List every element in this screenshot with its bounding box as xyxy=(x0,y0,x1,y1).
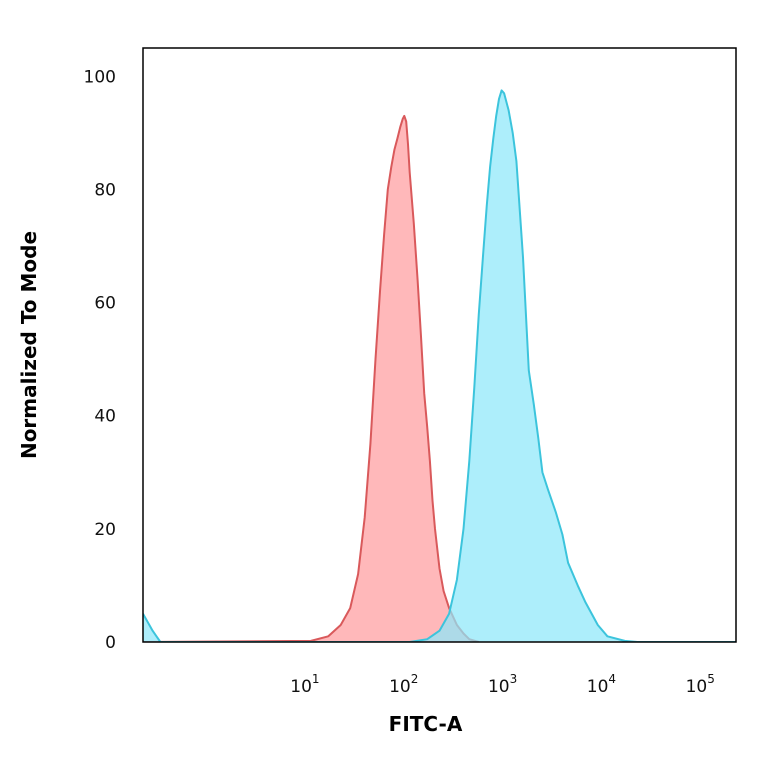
y-tick-label: 60 xyxy=(94,294,116,314)
x-tick-label: 101 xyxy=(290,672,319,697)
x-tick-label: 102 xyxy=(389,672,418,697)
y-tick-label: 40 xyxy=(94,407,116,427)
series-1-area xyxy=(143,115,479,642)
plot-area xyxy=(143,89,736,642)
x-axis-title: FITC-A xyxy=(389,712,463,736)
series-1-line xyxy=(143,114,480,642)
series-2-line xyxy=(143,89,736,642)
y-tick-label: 100 xyxy=(84,67,116,87)
x-tick-label: 104 xyxy=(587,672,616,697)
x-axis: 101 102 103 104 105 xyxy=(290,672,715,697)
series-2-area xyxy=(143,90,736,642)
y-axis-title: Normalized To Mode xyxy=(17,231,41,459)
y-tick-label: 20 xyxy=(94,520,116,540)
y-tick-label: 80 xyxy=(94,180,116,200)
x-tick-label: 103 xyxy=(488,672,517,697)
plot-frame xyxy=(142,47,737,643)
x-tick-label: 105 xyxy=(686,672,715,697)
y-axis: 0 20 40 60 80 100 xyxy=(84,67,116,653)
y-tick-label: 0 xyxy=(105,633,116,653)
